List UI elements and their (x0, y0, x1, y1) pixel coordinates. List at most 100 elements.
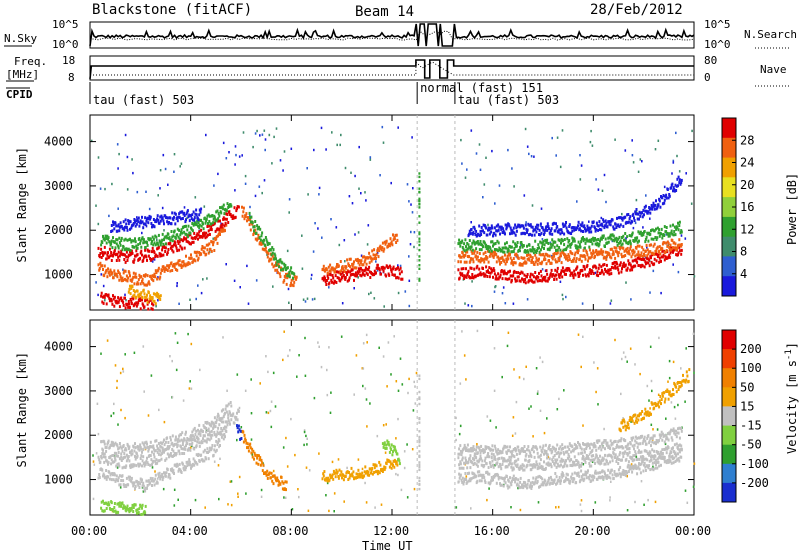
data-point (169, 241, 172, 245)
data-point (526, 253, 528, 257)
data-point (256, 454, 259, 457)
data-point (145, 479, 148, 483)
data-point (668, 248, 671, 252)
data-point (185, 460, 188, 464)
data-point (661, 249, 664, 253)
data-point (140, 221, 143, 225)
data-point (224, 217, 226, 221)
data-point (515, 279, 518, 283)
data-point (596, 224, 599, 228)
data-point (200, 228, 203, 232)
data-point (612, 252, 615, 256)
data-point (183, 438, 186, 442)
scatter-point (236, 438, 238, 442)
data-point (231, 217, 234, 220)
data-point (548, 254, 551, 258)
data-point (673, 241, 676, 245)
data-point (584, 257, 587, 261)
data-point (106, 442, 109, 446)
data-point (647, 239, 650, 243)
scatter-point (626, 509, 629, 512)
scatter-point (226, 389, 228, 392)
data-point (679, 231, 682, 235)
data-point (597, 238, 600, 241)
data-point (245, 441, 248, 445)
data-point (518, 223, 521, 227)
data-point (151, 235, 154, 239)
data-point (172, 469, 175, 473)
data-point (366, 469, 369, 473)
data-point (505, 246, 508, 250)
scatter-point (222, 141, 225, 145)
data-point (144, 462, 147, 466)
data-point (637, 465, 640, 469)
data-point (107, 462, 109, 466)
data-point (646, 254, 649, 258)
scatter-point (154, 470, 156, 473)
data-point (107, 503, 109, 507)
scatter-point (189, 298, 191, 301)
data-point (133, 463, 136, 467)
data-point (179, 244, 182, 248)
data-point (195, 254, 198, 258)
data-point (176, 438, 179, 442)
scatter-point (108, 214, 110, 218)
y-axis-label: Slant Range [km] (15, 147, 29, 263)
data-point (359, 472, 362, 476)
data-point (135, 301, 138, 305)
data-point (601, 224, 604, 228)
scatter-point (157, 194, 159, 197)
data-point (207, 222, 209, 225)
data-point (520, 256, 523, 260)
data-point (514, 279, 517, 283)
data-point (141, 253, 143, 257)
data-point (542, 228, 545, 232)
data-point (638, 239, 640, 243)
data-point (617, 237, 620, 241)
data-point (618, 235, 621, 239)
scatter-point (547, 455, 550, 459)
data-point (151, 450, 153, 454)
data-point (673, 230, 676, 233)
data-point (101, 264, 104, 268)
data-point (181, 462, 184, 466)
data-point (185, 239, 188, 243)
data-point (203, 459, 206, 463)
data-point (471, 257, 474, 261)
data-point (663, 225, 666, 229)
data-point (617, 254, 620, 258)
data-point (188, 458, 191, 462)
data-point (235, 209, 238, 213)
freq-left-tick-high: 18 (62, 54, 75, 67)
data-point (602, 234, 605, 238)
data-point (465, 245, 467, 249)
data-point (160, 457, 163, 461)
data-point (480, 226, 483, 229)
data-point (282, 267, 285, 271)
data-point (103, 264, 106, 268)
data-point (142, 274, 145, 278)
data-point (261, 469, 264, 473)
scatter-point (635, 198, 638, 202)
scatter-point (303, 443, 305, 447)
data-point (506, 250, 509, 254)
scatter-point (230, 503, 233, 507)
data-point (223, 224, 226, 228)
data-point (570, 260, 573, 263)
data-point (487, 260, 490, 264)
data-point (351, 472, 354, 476)
data-point (171, 434, 174, 438)
data-point (574, 244, 577, 248)
scatter-point (487, 223, 489, 227)
data-point (375, 266, 378, 270)
data-point (168, 473, 171, 477)
data-point (672, 250, 674, 254)
data-point (332, 469, 335, 473)
data-point (512, 257, 515, 261)
data-point (495, 252, 498, 256)
data-point (517, 478, 520, 482)
data-point (517, 271, 520, 275)
data-point (565, 226, 568, 230)
data-point (465, 478, 467, 481)
data-point (652, 468, 655, 472)
